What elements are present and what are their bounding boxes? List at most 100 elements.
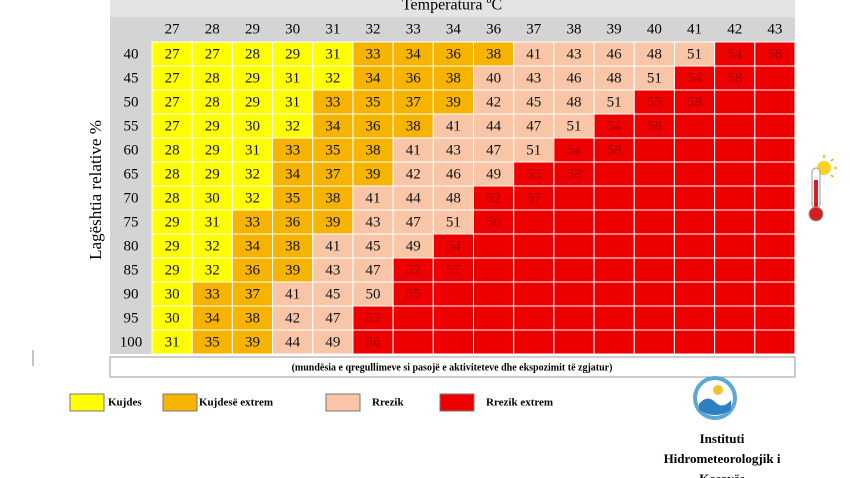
thermometer-icon [808,155,837,222]
cell-bg [151,281,193,307]
cell-value: 58 [727,70,742,86]
cell-value: 51 [647,70,662,86]
cell-bg [593,305,635,331]
cell-value: 28 [165,190,180,206]
cell-bg [432,305,474,331]
cell-bg [633,329,675,355]
cell-value: 57 [446,262,462,278]
cell-value: 41 [285,286,300,302]
cell-bg [553,329,595,355]
cell-bg [633,137,675,163]
cell-bg [553,113,595,139]
cell-bg [151,137,193,163]
cell-value: 58 [687,94,702,110]
cell-value: 27 [165,118,181,134]
cell-value: 51 [446,214,461,230]
cell-bg [633,281,675,307]
cell-value: 51 [607,94,622,110]
cell-bg [754,65,796,91]
cell-bg [352,161,394,187]
cell-value: 30 [205,190,220,206]
cell-value: 27 [205,46,221,62]
cell-bg [191,161,233,187]
cell-bg [352,65,394,91]
cell-value: 29 [205,142,220,158]
cell-bg [754,281,796,307]
cell-value: 29 [165,262,180,278]
cell-value: 33 [205,286,220,302]
cell-value: 53 [526,166,541,182]
column-header: 38 [566,21,581,37]
cell-value: 32 [205,238,220,254]
cell-bg [754,329,796,355]
logo-text: Kosovës [699,471,745,478]
cell-value: 51 [566,118,581,134]
cell-value: 31 [285,70,300,86]
cell-bg [593,185,635,211]
cell-value: 55 [406,286,421,302]
cell-value: 32 [245,190,260,206]
cell-value: 31 [285,94,300,110]
cell-bg [714,185,756,211]
cell-value: 58 [566,166,581,182]
cell-bg [151,65,193,91]
row-header: 75 [124,214,139,230]
legend-label: Kujdesë extrem [199,397,273,409]
cell-value: 54 [687,70,703,86]
cell-bg [352,209,394,235]
cell-bg [231,185,274,211]
cell-bg [553,89,595,115]
cell-bg [673,161,716,187]
cell-bg [593,209,635,235]
cell-value: 58 [647,118,662,134]
cell-value: 36 [406,70,422,86]
cell-value: 34 [245,238,261,254]
cell-bg [714,329,756,355]
cell-value: 47 [526,118,542,134]
cell-value: 44 [406,190,422,206]
column-header: 37 [526,21,542,37]
cell-value: 57 [526,190,542,206]
cell-bg [473,257,515,283]
cell-bg [513,137,555,163]
logo-icon [693,376,737,420]
legend-swatch [162,393,198,412]
y-label: Lagështia relative % [86,120,105,260]
cell-bg [754,161,796,187]
cell-value: 30 [245,118,260,134]
row-header: 100 [120,334,143,350]
cell-value: 38 [285,238,300,254]
cell-bg [513,65,555,91]
cell-bg [231,209,274,235]
cell-value: 48 [647,46,662,62]
cell-bg [513,305,555,331]
cell-bg [513,329,555,355]
cell-bg [633,257,675,283]
cell-value: 28 [205,70,220,86]
cell-bg [352,281,394,307]
cell-value: 45 [366,238,381,254]
cell-value: 42 [486,94,501,110]
cell-value: 37 [245,286,261,302]
cell-bg [633,305,675,331]
cell-bg [191,185,233,211]
column-header: 32 [366,21,381,37]
cell-value: 30 [165,286,180,302]
cell-bg [473,137,515,163]
cell-value: 35 [366,94,381,110]
cell-bg [312,233,354,259]
cell-value: 34 [406,46,422,62]
cell-value: 44 [486,118,502,134]
cell-value: 42 [285,310,300,326]
cell-bg [633,161,675,187]
title-band [110,0,795,17]
cell-bg [191,65,233,91]
cell-bg [352,113,394,139]
cell-bg [673,233,716,259]
cell-value: 49 [486,166,501,182]
cell-value: 47 [406,214,422,230]
cell-bg [593,89,635,115]
cell-value: 51 [526,142,541,158]
cell-value: 43 [526,70,541,86]
cell-bg [473,113,515,139]
